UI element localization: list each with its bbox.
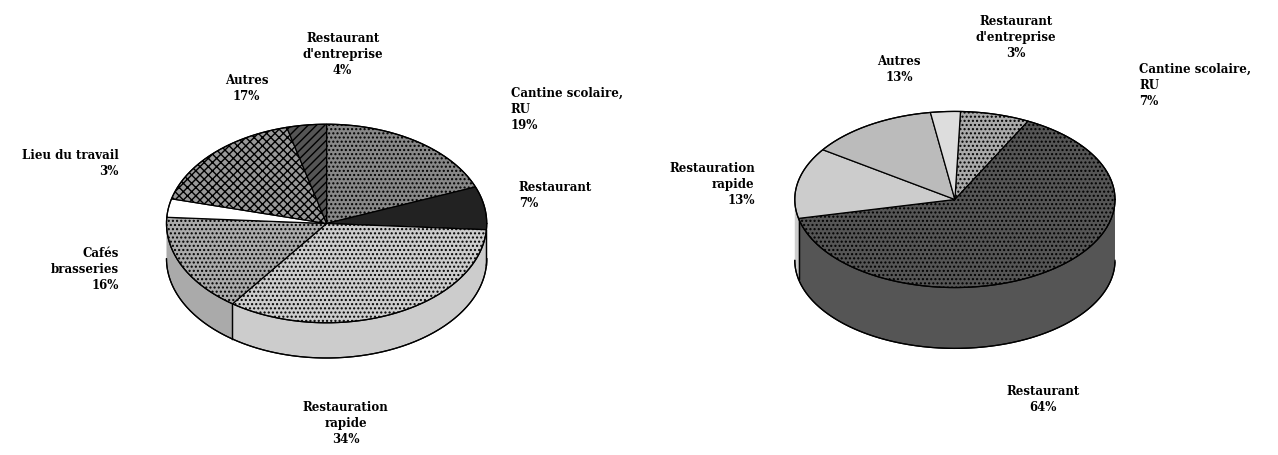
Text: Restaurant
7%: Restaurant 7% bbox=[519, 181, 592, 210]
Polygon shape bbox=[233, 230, 487, 358]
Text: Restauration
rapide
34%: Restauration rapide 34% bbox=[303, 400, 389, 445]
Polygon shape bbox=[795, 200, 799, 280]
Polygon shape bbox=[171, 128, 327, 224]
Text: Restaurant
d'entreprise
4%: Restaurant d'entreprise 4% bbox=[303, 32, 383, 77]
Text: Cantine scolaire,
RU
19%: Cantine scolaire, RU 19% bbox=[511, 86, 622, 131]
Polygon shape bbox=[286, 125, 327, 224]
Polygon shape bbox=[799, 202, 1114, 349]
Polygon shape bbox=[166, 218, 327, 304]
Text: Cantine scolaire,
RU
7%: Cantine scolaire, RU 7% bbox=[1139, 62, 1251, 107]
Polygon shape bbox=[327, 125, 475, 224]
Polygon shape bbox=[955, 112, 1028, 200]
Text: Lieu du travail
3%: Lieu du travail 3% bbox=[22, 149, 119, 178]
Polygon shape bbox=[823, 113, 955, 200]
Polygon shape bbox=[167, 199, 327, 224]
Polygon shape bbox=[795, 151, 955, 219]
Text: Restauration
rapide
13%: Restauration rapide 13% bbox=[668, 162, 755, 207]
Text: Autres
17%: Autres 17% bbox=[225, 74, 268, 103]
Text: Restaurant
64%: Restaurant 64% bbox=[1006, 384, 1080, 413]
Text: Cafés
brasseries
16%: Cafés brasseries 16% bbox=[50, 246, 119, 291]
Polygon shape bbox=[799, 122, 1114, 288]
Polygon shape bbox=[233, 224, 487, 323]
Text: Restaurant
d'entreprise
3%: Restaurant d'entreprise 3% bbox=[975, 15, 1056, 60]
Text: Autres
13%: Autres 13% bbox=[877, 55, 920, 84]
Polygon shape bbox=[327, 187, 487, 230]
Polygon shape bbox=[930, 112, 961, 200]
Polygon shape bbox=[166, 224, 233, 339]
